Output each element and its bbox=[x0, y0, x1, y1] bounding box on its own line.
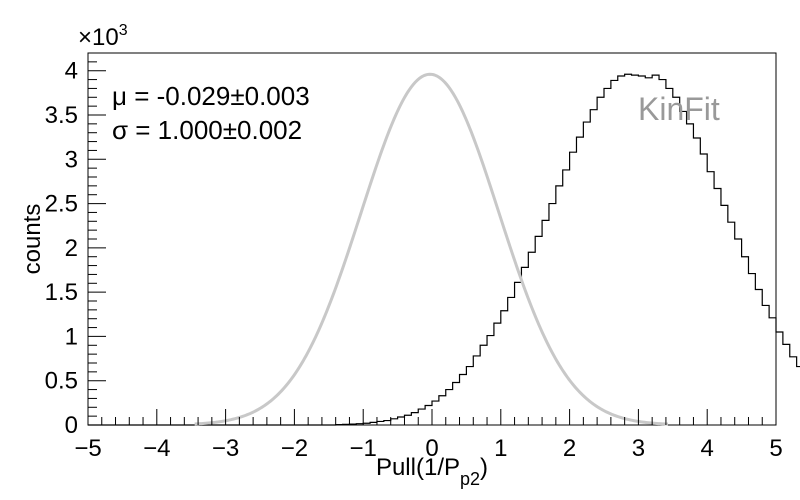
y-tick-label: 0.5 bbox=[45, 368, 78, 395]
y-tick-label: 3.5 bbox=[45, 102, 78, 129]
sigma-stat-label: σ = 1.000±0.002 bbox=[112, 115, 302, 145]
x-tick-label: −1 bbox=[350, 435, 377, 462]
gaussian-fit-curve bbox=[194, 72, 669, 426]
y-tick-label: 3 bbox=[65, 146, 78, 173]
x-axis: −5 −4 −3 −2 −1 0 1 2 3 4 5 bbox=[74, 409, 783, 462]
y-multiplier-label: ×103 bbox=[78, 22, 128, 51]
y-tick-label: 4 bbox=[65, 58, 78, 85]
y-tick-label: 2 bbox=[65, 235, 78, 262]
y-tick-label: 2.5 bbox=[45, 191, 78, 218]
x-tick-label: 5 bbox=[769, 435, 782, 462]
x-tick-label: 2 bbox=[563, 435, 576, 462]
x-tick-label: 0 bbox=[425, 435, 438, 462]
mu-stat-label: μ = -0.029±0.003 bbox=[112, 81, 310, 111]
x-tick-label: −3 bbox=[212, 435, 239, 462]
x-axis-title: Pull(1/Pp2) bbox=[376, 454, 488, 489]
histogram-layer bbox=[88, 73, 800, 426]
fit-layer bbox=[194, 72, 669, 426]
x-tick-label: 4 bbox=[701, 435, 714, 462]
x-tick-label: −5 bbox=[74, 435, 101, 462]
y-tick-label: 0 bbox=[65, 412, 78, 439]
kinfit-watermark: KinFit bbox=[638, 91, 720, 127]
y-tick-label: 1.5 bbox=[45, 279, 78, 306]
y-axis: 0 0.5 1 1.5 2 2.5 3 3.5 4 bbox=[45, 52, 106, 439]
y-tick-label: 1 bbox=[65, 323, 78, 350]
x-tick-label: −4 bbox=[143, 435, 170, 462]
histogram-series bbox=[88, 73, 800, 426]
y-axis-title: counts bbox=[19, 204, 46, 275]
x-tick-label: 3 bbox=[632, 435, 645, 462]
x-tick-label: −2 bbox=[281, 435, 308, 462]
x-tick-label: 1 bbox=[494, 435, 507, 462]
